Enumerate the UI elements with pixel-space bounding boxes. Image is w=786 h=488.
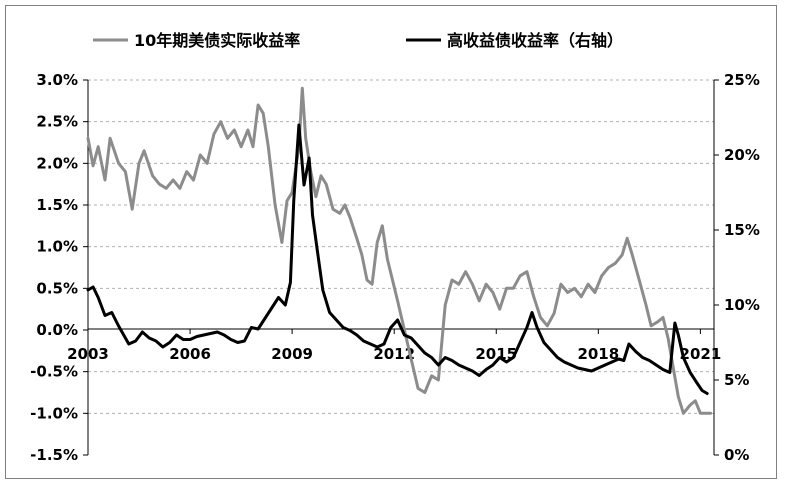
left-tick-label: 2.0% — [36, 154, 78, 172]
x-tick-label: 2006 — [169, 345, 211, 363]
legend-label-high-yield: 高收益债收益率（右轴） — [447, 31, 623, 50]
x-tick-label: 2012 — [373, 345, 415, 363]
legend-label-real-yield: 10年期美债实际收益率 — [134, 31, 300, 50]
right-tick-label: 25% — [724, 71, 760, 89]
gridlines — [88, 79, 714, 414]
left-tick-label: -0.5% — [30, 363, 78, 381]
right-tick-label: 20% — [724, 146, 760, 164]
left-tick-label: 2.5% — [36, 113, 78, 131]
left-tick-label: -1.0% — [30, 404, 78, 422]
right-tick-label: 10% — [724, 296, 760, 314]
x-tick-label: 2003 — [67, 345, 109, 363]
left-tick-label: 0.5% — [36, 279, 78, 297]
series-line-1 — [86, 123, 709, 395]
left-tick-label: 1.5% — [36, 196, 78, 214]
axes — [87, 80, 715, 455]
right-tick-label: 0% — [724, 446, 749, 464]
x-tick-label: 2018 — [577, 345, 619, 363]
chart-frame — [5, 5, 777, 479]
x-axis-ticks: 2003 2006 2009 2012 2015 2018 2021 — [67, 329, 721, 363]
x-tick-label: 2021 — [680, 345, 722, 363]
series-line-0 — [86, 86, 713, 415]
right-axis-ticks: 25% 20% 15% 10% 5% 0% — [714, 71, 760, 464]
x-tick-label: 2015 — [475, 345, 517, 363]
left-tick-label: -1.5% — [30, 446, 78, 464]
x-tick-label: 2009 — [271, 345, 313, 363]
right-tick-label: 15% — [724, 221, 760, 239]
left-tick-label: 3.0% — [36, 71, 78, 89]
series-lines — [86, 86, 713, 415]
right-tick-label: 5% — [724, 371, 749, 389]
left-axis-ticks: 3.0% 2.5% 2.0% 1.5% 1.0% 0.5% 0.0% -0.5% -1.0% -1… — [30, 71, 88, 464]
legend: 10年期美债实际收益率 高收益债收益率（右轴） — [93, 31, 623, 50]
left-tick-label: 1.0% — [36, 238, 78, 256]
left-tick-label: 0.0% — [36, 321, 78, 339]
